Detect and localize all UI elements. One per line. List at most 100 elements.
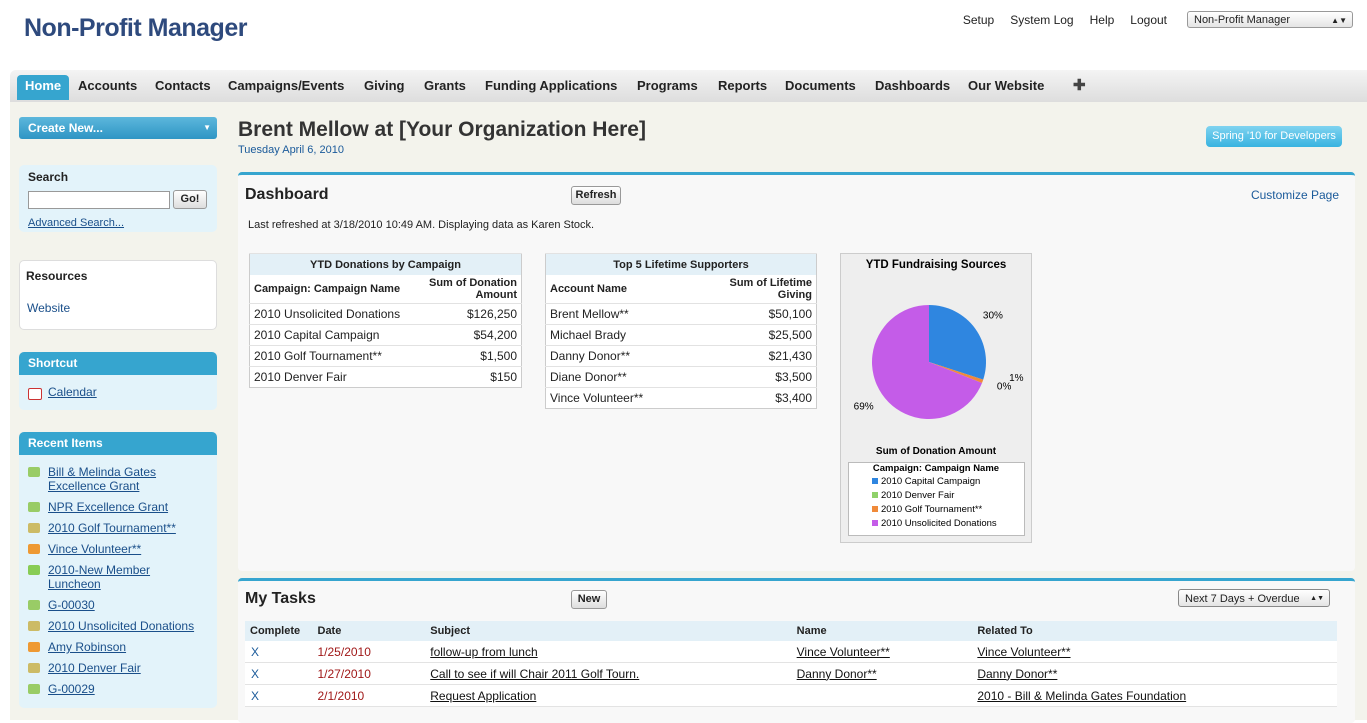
select-arrow: ▲▼ <box>1310 595 1324 602</box>
task-row: X 1/27/2010 Call to see if will Chair 2011… <box>245 662 1337 685</box>
task-cell[interactable]: X <box>245 684 313 707</box>
task-link[interactable]: Call to see if will Chair 2011 Golf Tour… <box>430 666 640 681</box>
shortcut-body: Calendar <box>19 375 217 410</box>
page-date: Tuesday April 6, 2010 <box>238 144 344 156</box>
recent-item-icon <box>28 684 40 694</box>
task-cell[interactable]: X <box>245 662 313 685</box>
shortcut-link[interactable]: Calendar <box>48 385 97 399</box>
go-button[interactable]: Go! <box>173 190 207 209</box>
search-box: Search Go! Advanced Search... <box>19 165 217 232</box>
table-cell: $3,500 <box>704 366 817 388</box>
recent-item-link[interactable]: Vince Volunteer** <box>48 542 142 556</box>
shortcut-header: Shortcut <box>19 352 217 375</box>
legend-label: 2010 Golf Tournament** <box>881 504 983 515</box>
add-tab-icon[interactable]: ✚ <box>1073 77 1086 94</box>
task-link[interactable]: Vince Volunteer** <box>977 644 1071 659</box>
recent-item-link[interactable]: Amy Robinson <box>48 640 127 654</box>
pie-value-label: 30% <box>983 311 1003 322</box>
nav-tab[interactable]: Contacts <box>155 78 211 93</box>
recent-item-link[interactable]: G-00030 <box>48 598 95 612</box>
task-cell: Danny Donor** <box>791 662 973 685</box>
top-link[interactable]: Help <box>1089 13 1115 27</box>
table-row: 2010 Unsolicited Donations $126,250 <box>249 303 522 325</box>
table1-wrap: YTD Donations by Campaign Campaign: Campa… <box>249 253 522 388</box>
nav-tab[interactable]: Reports <box>718 78 768 93</box>
recent-item-link[interactable]: 2010-New Member Luncheon <box>48 563 151 591</box>
nav-tab[interactable]: Dashboards <box>875 78 951 93</box>
task-link[interactable]: Danny Donor** <box>796 666 877 681</box>
nav-tab[interactable]: Giving <box>364 78 405 93</box>
recent-item-link[interactable]: 2010 Denver Fair <box>48 661 141 675</box>
search-input[interactable] <box>28 191 170 209</box>
customize-link[interactable]: Customize Page <box>1250 188 1339 202</box>
table-cell: 2010 Denver Fair <box>249 366 408 388</box>
task-cell: Vince Volunteer** <box>972 641 1337 663</box>
shortcut-box: Shortcut Calendar <box>19 352 217 410</box>
nav-tab[interactable]: Home <box>17 75 70 100</box>
table-cell: Brent Mellow** <box>545 303 704 325</box>
recent-item-link[interactable]: Bill & Melinda Gates Excellence Grant <box>48 465 157 493</box>
new-task-button[interactable]: New <box>571 590 607 609</box>
task-cell: Danny Donor** <box>972 662 1337 685</box>
nav-tab[interactable]: Documents <box>785 78 856 93</box>
legend-title: Campaign: Campaign Name <box>873 463 999 474</box>
task-cell[interactable]: X <box>245 641 313 663</box>
pie-title: YTD Fundraising Sources <box>866 259 1007 271</box>
table-row: Vince Volunteer** $3,400 <box>545 387 817 409</box>
top-links: Setup System Log Help Logout <box>947 13 1167 27</box>
task-link[interactable]: Vince Volunteer** <box>796 644 890 659</box>
dashboard-panel: Dashboard Refresh Customize Page Last re… <box>238 172 1355 571</box>
resource-link[interactable]: Website <box>27 301 71 315</box>
top-link[interactable]: System Log <box>1010 13 1074 27</box>
recent-item-link[interactable]: G-00029 <box>48 682 95 696</box>
advanced-search-link[interactable]: Advanced Search... <box>28 217 125 229</box>
table-cell: $25,500 <box>704 324 817 346</box>
task-cell: 1/25/2010 <box>312 641 426 663</box>
nav-tab[interactable]: Accounts <box>78 78 138 93</box>
task-link[interactable]: 2010 - Bill & Melinda Gates Foundation <box>977 688 1187 703</box>
table2-wrap: Top 5 Lifetime Supporters Account Name Sum… <box>545 253 817 409</box>
table-title: Top 5 Lifetime Supporters <box>545 253 817 275</box>
tab-bar: Home Accounts Contacts Campaigns/Events Givi… <box>10 70 1367 105</box>
table-row: Brent Mellow** $50,100 <box>545 303 817 325</box>
tasks-header-row: Complete Date Subject Name Related To <box>245 621 1337 641</box>
dashboard-status: Last refreshed at 3/18/2010 10:49 AM. Di… <box>248 219 595 231</box>
legend-label: 2010 Capital Campaign <box>881 476 980 487</box>
dropdown-arrow: ▼ <box>203 123 211 132</box>
nav-tab[interactable]: Campaigns/Events <box>228 78 345 93</box>
task-link[interactable]: Danny Donor** <box>977 666 1058 681</box>
tasks-header: Related To <box>972 621 1337 641</box>
app-selector[interactable]: Non-Profit Manager ▲▼ <box>1187 11 1353 28</box>
logo[interactable]: Non-Profit Manager <box>24 14 247 42</box>
task-link[interactable]: follow-up from lunch <box>430 644 538 659</box>
table-title-row: YTD Donations by Campaign <box>249 253 522 275</box>
table-cell: $150 <box>408 366 522 388</box>
nav-tab[interactable]: Funding Applications <box>485 78 618 93</box>
create-new-button[interactable]: Create New... ▼ <box>19 117 217 139</box>
refresh-button[interactable]: Refresh <box>571 186 621 205</box>
table-cell: $21,430 <box>704 345 817 367</box>
tasks-table: Complete Date Subject Name Related To X 1/25/2… <box>245 621 1337 707</box>
promo-button[interactable]: Spring '10 for Developers <box>1206 126 1342 147</box>
recent-item-link[interactable]: 2010 Golf Tournament** <box>48 521 176 535</box>
tasks-wrap: Complete Date Subject Name Related To X 1/25/2… <box>245 621 1337 707</box>
dashboard-table: YTD Donations by Campaign Campaign: Campa… <box>249 253 522 388</box>
task-link[interactable]: Request Application <box>430 688 537 703</box>
recent-item-icon <box>28 565 40 575</box>
task-filter[interactable]: Next 7 Days + Overdue ▲▼ <box>1178 589 1330 607</box>
recent-item-link[interactable]: 2010 Unsolicited Donations <box>48 619 195 633</box>
resources-title: Resources <box>26 269 88 283</box>
nav-tab[interactable]: Our Website <box>968 78 1045 93</box>
nav-tab[interactable]: Grants <box>424 78 466 93</box>
recent-item-icon <box>28 544 40 554</box>
recent-items-body: Bill & Melinda Gates Excellence Grant NPR… <box>19 455 217 708</box>
top-link[interactable]: Setup <box>962 13 995 27</box>
table-header-row: Campaign: Campaign Name Sum of Donation A… <box>250 275 522 304</box>
table-header: Campaign: Campaign Name <box>254 283 401 295</box>
top-link[interactable]: Logout <box>1130 13 1167 27</box>
nav-tab[interactable]: Programs <box>637 78 698 93</box>
legend-label: 2010 Denver Fair <box>881 490 954 501</box>
table-cell: $54,200 <box>408 324 522 346</box>
recent-item-link[interactable]: NPR Excellence Grant <box>48 500 169 514</box>
tasks-header: Complete <box>245 621 313 641</box>
